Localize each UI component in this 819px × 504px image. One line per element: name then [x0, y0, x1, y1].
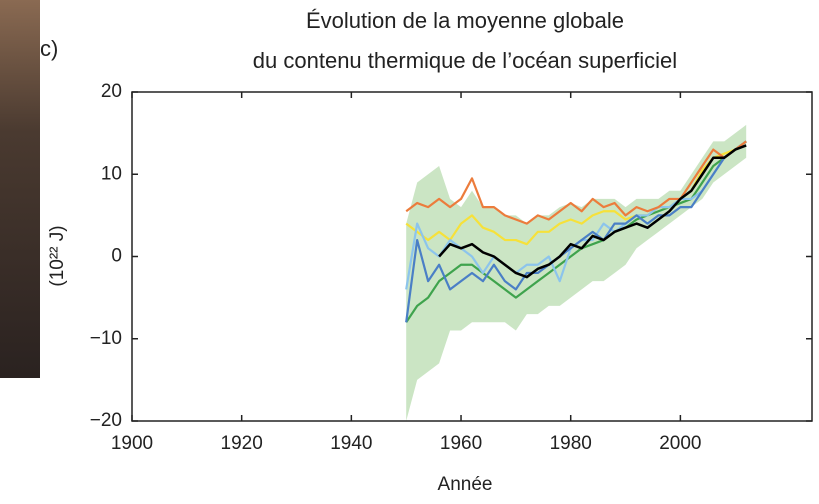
y-tick-label: −10 — [90, 328, 122, 349]
x-axis-label: Année — [438, 474, 493, 495]
chart-title: du contenu thermique de l’océan superfic… — [253, 48, 677, 73]
panel-label: c) — [40, 36, 58, 61]
y-tick-label: 0 — [111, 246, 122, 267]
uncertainty-band — [406, 125, 746, 421]
x-tick-label: 1960 — [440, 433, 482, 454]
x-tick-label: 1940 — [330, 433, 372, 454]
y-tick-label: −20 — [90, 410, 122, 431]
photo-strip — [0, 0, 40, 378]
x-tick-label: 2000 — [659, 433, 701, 454]
y-tick-label: 20 — [101, 81, 122, 102]
y-tick-label: 10 — [101, 163, 122, 184]
x-tick-label: 1900 — [111, 433, 153, 454]
x-tick-label: 1980 — [550, 433, 592, 454]
chart-title: Évolution de la moyenne globale — [306, 8, 624, 33]
y-axis-label: (10²² J) — [47, 225, 68, 286]
x-tick-label: 1920 — [221, 433, 263, 454]
chart: c) Évolution de la moyenne globale du co… — [0, 0, 819, 499]
